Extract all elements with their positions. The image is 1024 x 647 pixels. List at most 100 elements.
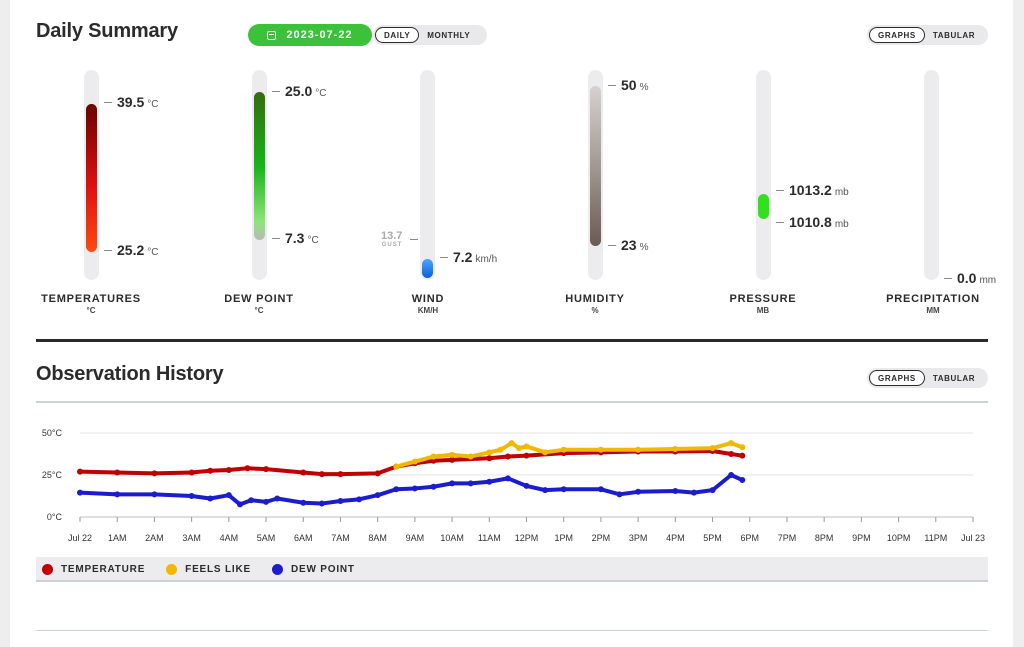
x-tick-label: Jul 23 [961,533,985,543]
humidity-unit: % [591,306,599,315]
x-tick-label: 10AM [440,533,464,543]
dew-point-point [486,478,493,485]
temperature-high: 39.5 °C [104,94,158,110]
feels-like-point [411,458,418,465]
x-tick-label: 5AM [257,533,276,543]
wind-gust: 13.7 GUST [381,230,403,249]
wind-speed: 7.2 km/h [440,249,497,265]
temperature-point [318,471,325,478]
precipitation-label: PRECIPITATION [886,293,980,305]
legend-dot-dew-point [271,563,283,575]
toggle-tabular[interactable]: TABULAR [932,30,976,40]
dew-point-point [635,488,642,495]
x-tick-label: 2AM [145,533,164,543]
dew-point-point [374,492,381,499]
feels-like-point [728,440,735,447]
x-tick-label: 9AM [406,533,425,543]
x-tick-label: 11PM [924,533,947,543]
temperature-point [486,455,493,462]
dew-point-range-bar [254,92,265,240]
legend-temperature[interactable]: TEMPERATURE [42,563,145,575]
humidity-low: 23% [608,237,648,253]
dew-point-point [449,480,456,487]
toggle-graphs[interactable]: GRAPHS [869,370,925,386]
temperature-point [188,469,195,476]
dew-point-point [597,486,604,493]
toggle-tabular[interactable]: TABULAR [932,373,976,383]
x-tick-label: 9PM [852,533,871,543]
dew-point-point [709,487,716,494]
x-tick-label: 7PM [778,533,797,543]
temperature-point [449,456,456,463]
dew-point-point [356,496,363,503]
dew-point-point [560,486,567,493]
history-view-toggle: GRAPHS TABULAR [867,368,988,388]
temperature-low: 25.2 °C [104,242,158,258]
feels-like-point [672,445,679,452]
temperature-point [263,466,270,473]
dew-point-point [337,498,344,505]
x-tick-label: 1PM [554,533,573,543]
date-picker-button[interactable]: 2023-07-22 [248,24,372,46]
x-tick-label: 3PM [629,533,648,543]
temperature-point [523,452,530,459]
toggle-graphs[interactable]: GRAPHS [869,27,925,43]
dew-point-point [151,491,158,498]
toggle-daily[interactable]: DAILY [375,27,420,43]
dew-point-point [236,501,243,508]
x-tick-label: 4PM [666,533,685,543]
observation-chart[interactable]: 50°C 25°C 0°C Jul 22 1AM 2AM 3AM 4AM 5AM 6AM 7AM 8A… [10,405,1013,555]
feels-like-point [523,443,530,450]
dew-point-unit: °C [254,306,264,315]
period-toggle: DAILY MONTHLY [373,25,487,45]
dew-point-low: 7.3 °C [272,230,319,246]
temperature-point [114,469,121,476]
temperature-point [244,465,251,472]
dew-point-point [77,489,83,496]
feels-like-point [542,449,549,456]
feels-like-point [467,453,474,460]
feels-like-point [393,463,400,470]
temperature-point [337,471,344,478]
dew-point-point [672,487,679,494]
dew-point-point [616,491,623,498]
x-tick-label: 6PM [740,533,759,543]
x-tick-label: 8PM [815,533,834,543]
feels-like-point [508,440,515,447]
dew-point-label: DEW POINT [224,293,294,305]
temperature-point [151,470,158,477]
legend-feels-like[interactable]: FEELS LIKE [166,563,251,575]
temperature-point [77,468,83,475]
feels-like-point [709,445,716,452]
x-tick-label: 1AM [108,533,127,543]
dew-point-point [114,491,121,498]
toggle-monthly[interactable]: MONTHLY [427,30,471,40]
dew-point-point [504,475,511,482]
precipitation-gauge [924,70,939,280]
feels-like-line [394,441,745,469]
legend-dew-point[interactable]: DEW POINT [271,563,355,575]
dew-point-point [739,477,746,484]
feels-like-point [430,453,437,460]
legend-dot-feels-like [166,563,178,575]
y-tick-label: 50°C [42,428,63,438]
date-value: 2023-07-22 [286,29,353,41]
humidity-range-bar [590,86,601,246]
precipitation-unit: MM [926,306,940,315]
dew-point-point [274,495,281,502]
dew-point-point [523,482,530,489]
dew-point-point [248,497,255,504]
temperature-gauge [84,70,99,280]
temperature-point [300,469,307,476]
temperature-point [374,470,381,477]
pressure-gauge [756,70,771,280]
dew-point-point [225,492,232,499]
chart-legend: TEMPERATURE FEELS LIKE DEW POINT [36,557,988,581]
wind-speed-bar [422,259,433,278]
precipitation-value: 0.0 mm [944,270,996,286]
temperature-range-bar [86,104,97,252]
page: Daily Summary 2023-07-22 DAILY MONTHLY G… [10,0,1013,647]
y-tick-label: 25°C [42,470,63,480]
feels-like-point [739,444,746,451]
humidity-label: HUMIDITY [565,293,625,305]
